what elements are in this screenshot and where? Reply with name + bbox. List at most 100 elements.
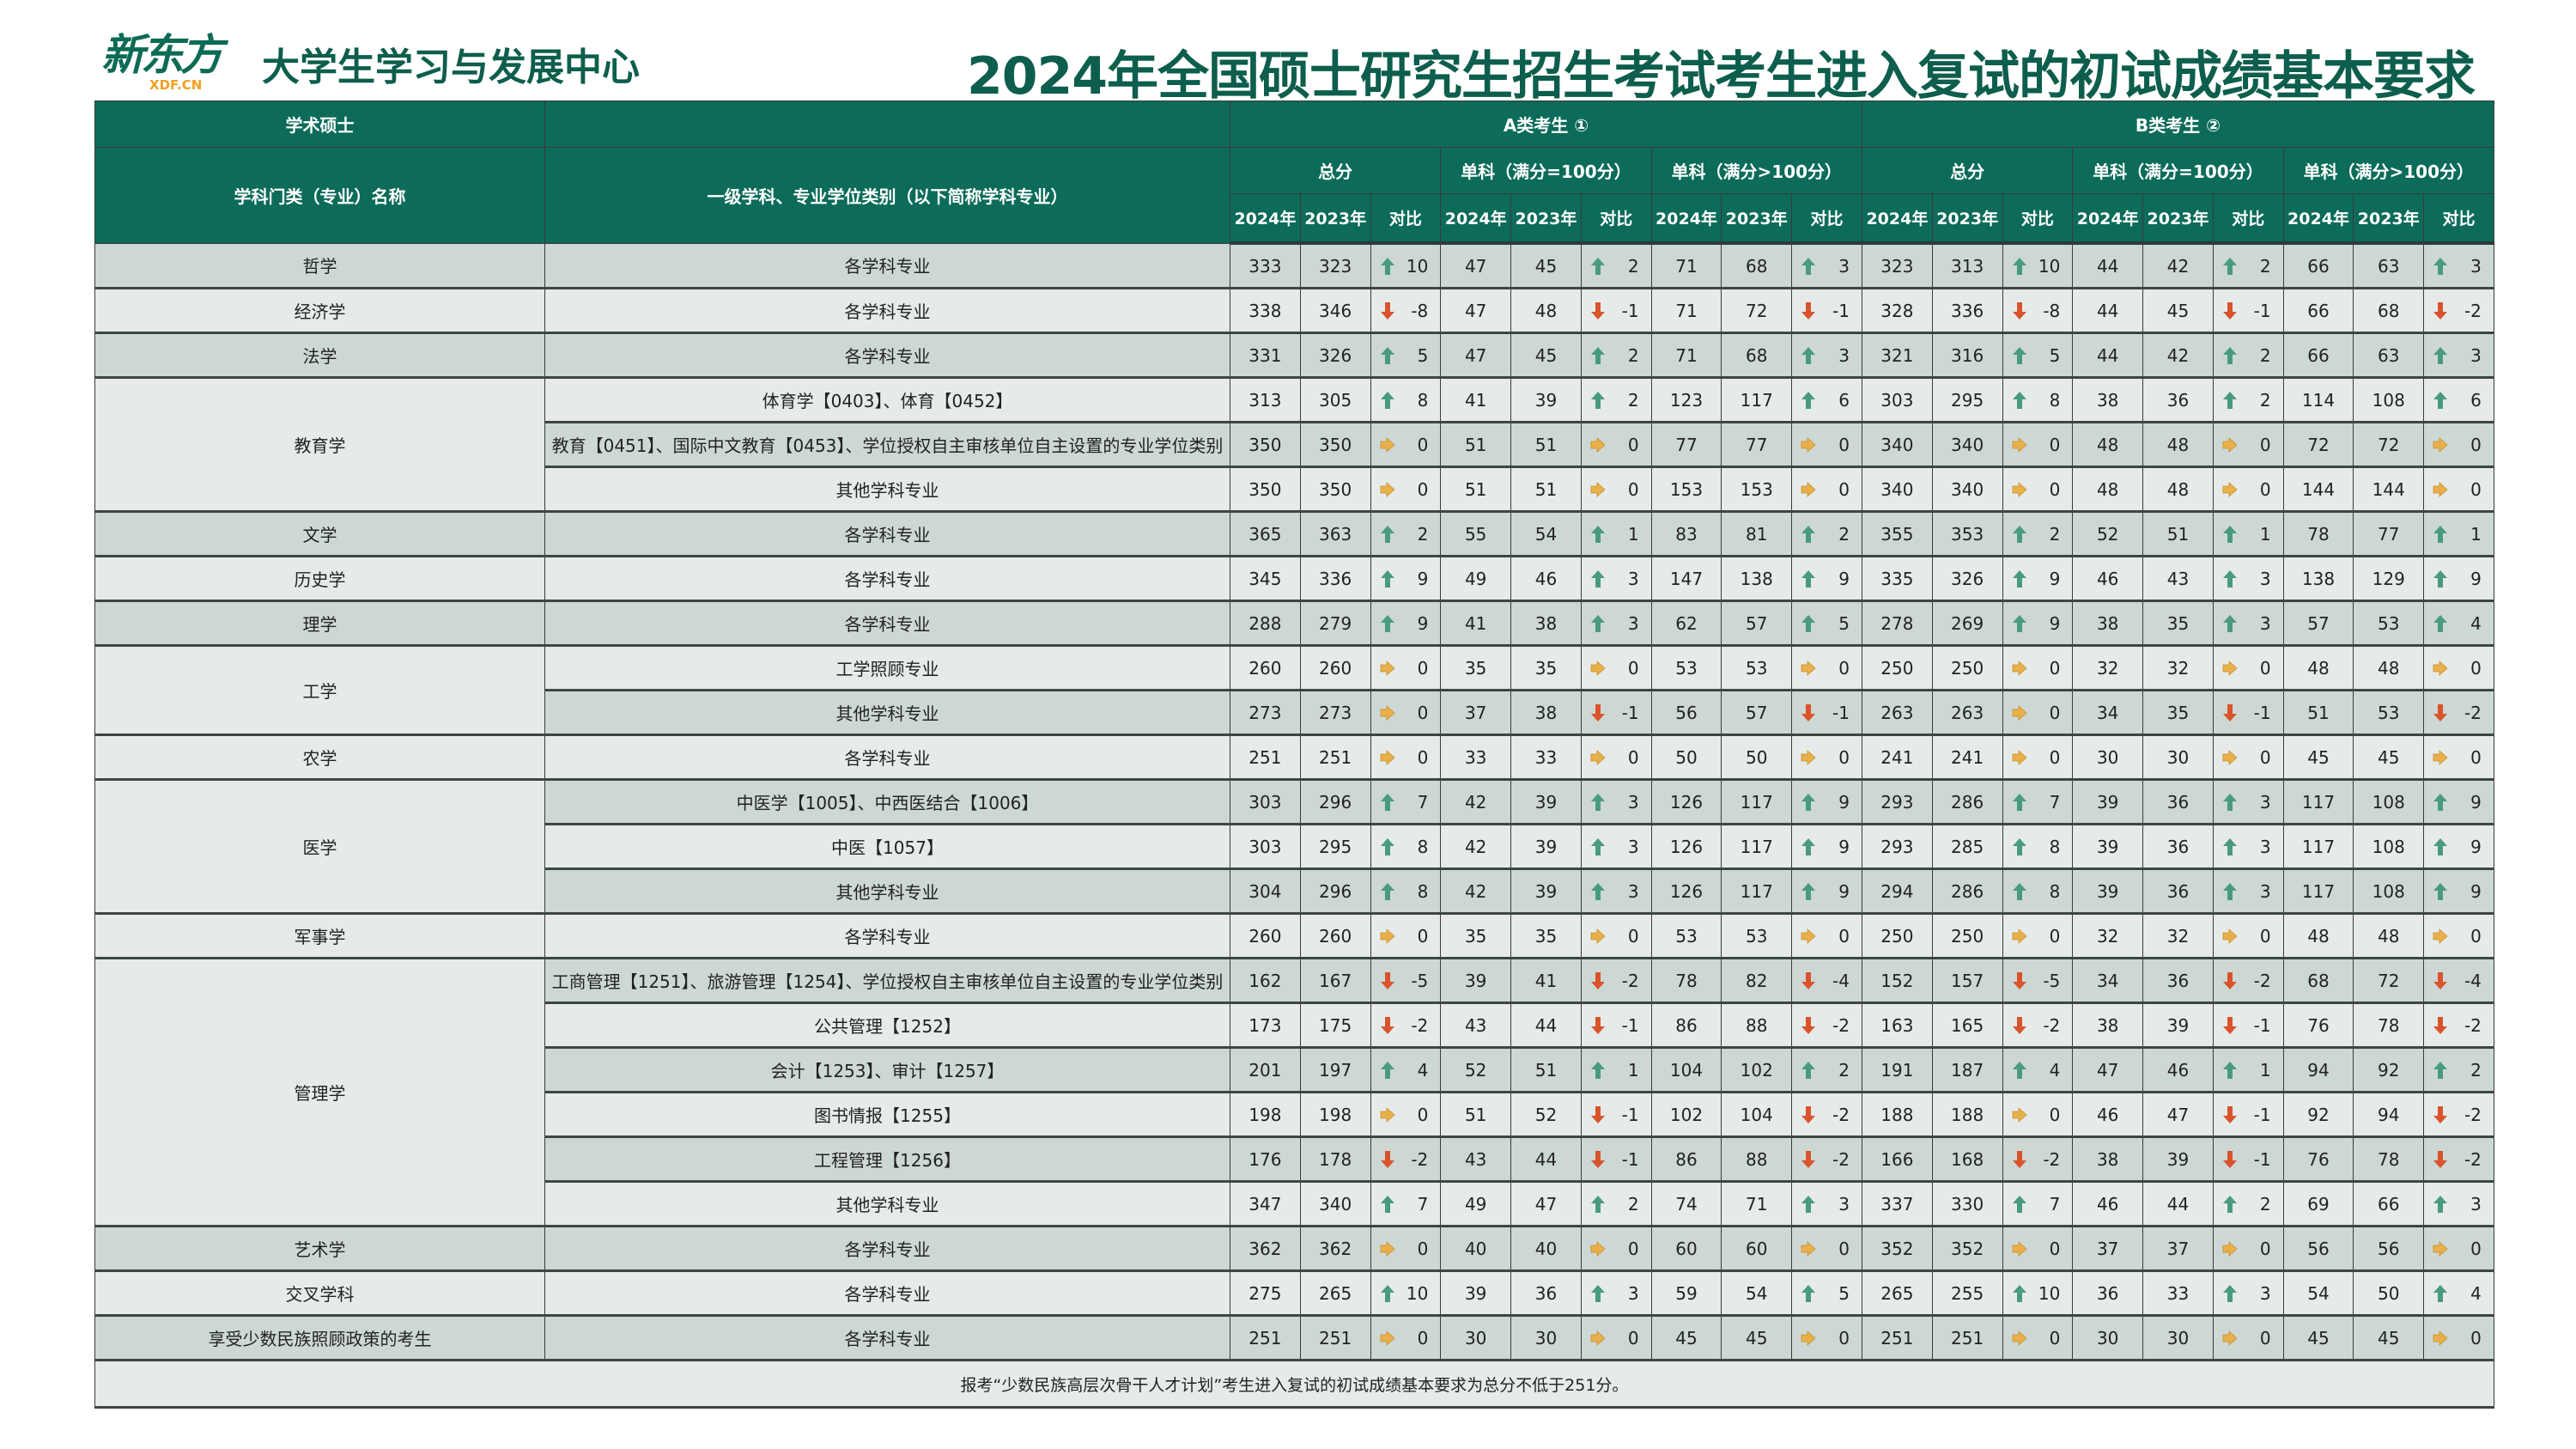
score-2024-cell: 337 bbox=[1862, 1181, 1933, 1227]
score-2024-cell: 104 bbox=[1650, 1047, 1722, 1093]
arrow-up-icon bbox=[1801, 257, 1816, 275]
score-2024-cell: 340 bbox=[1862, 466, 1933, 512]
score-2023-cell: 260 bbox=[1299, 645, 1371, 691]
delta-value: -2 bbox=[2464, 702, 2482, 723]
arrow-up-icon bbox=[1801, 346, 1816, 364]
delta-value: 0 bbox=[1417, 478, 1429, 500]
delta-value: 0 bbox=[2470, 1327, 2482, 1349]
score-2023-cell: 269 bbox=[1931, 600, 2003, 646]
score-2023-cell: 138 bbox=[1721, 556, 1793, 601]
score-2024-cell: 350 bbox=[1230, 466, 1301, 512]
score-2024-cell: 345 bbox=[1230, 556, 1301, 601]
score-2023-cell: 81 bbox=[1721, 511, 1793, 557]
score-2023-cell: 296 bbox=[1299, 779, 1371, 825]
category-cell: 教育学 bbox=[94, 377, 545, 512]
score-2023-cell: 295 bbox=[1931, 377, 2003, 423]
score-2023-cell: 108 bbox=[2353, 779, 2425, 825]
score-2024-cell: 42 bbox=[1440, 779, 1512, 825]
subject-cell: 各学科专业 bbox=[544, 1226, 1230, 1271]
arrow-right-icon bbox=[2433, 1330, 2448, 1346]
score-2023-cell: 77 bbox=[1721, 422, 1793, 467]
delta-cell: -8 bbox=[1370, 288, 1442, 333]
table-row: 公共管理【1252】 173 175 -2 43 44 -1 86 88 -2 163 165 -2 38… bbox=[94, 1002, 2494, 1048]
arrow-down-icon bbox=[1590, 1016, 1605, 1034]
category-cell: 哲学 bbox=[94, 242, 545, 289]
score-2024-cell: 355 bbox=[1862, 511, 1933, 557]
arrow-up-icon bbox=[2012, 793, 2026, 811]
delta-value: 3 bbox=[2259, 568, 2271, 589]
delta-value: 0 bbox=[2259, 746, 2271, 768]
delta-value: 3 bbox=[1627, 880, 1639, 902]
delta-cell: 2 bbox=[2212, 242, 2284, 289]
arrow-up-icon bbox=[1801, 1195, 1816, 1213]
table-row: 法学 各学科专业 331 326 5 47 45 2 71 68 3 321 316 5 44 42 2 66 63… bbox=[94, 332, 2494, 378]
arrow-right-icon bbox=[1801, 436, 1816, 453]
header-compare: 对比 bbox=[1370, 193, 1442, 245]
subject-cell: 各学科专业 bbox=[544, 242, 1230, 289]
score-2023-cell: 265 bbox=[1299, 1270, 1371, 1316]
score-2024-cell: 30 bbox=[2072, 734, 2144, 780]
arrow-up-icon bbox=[1590, 391, 1605, 409]
delta-cell: 0 bbox=[1370, 690, 1442, 735]
delta-cell: 4 bbox=[2002, 1047, 2074, 1093]
delta-cell: 6 bbox=[1791, 377, 1862, 423]
delta-value: 6 bbox=[1838, 389, 1850, 411]
delta-value: 0 bbox=[2259, 1238, 2271, 1259]
delta-cell: 7 bbox=[1370, 779, 1442, 825]
delta-value: 9 bbox=[1417, 612, 1429, 634]
delta-cell: -4 bbox=[1791, 958, 1862, 1003]
delta-value: 10 bbox=[2038, 1282, 2061, 1304]
delta-value: 3 bbox=[2259, 836, 2271, 857]
score-2024-cell: 36 bbox=[2072, 1270, 2144, 1316]
score-2023-cell: 48 bbox=[2353, 913, 2425, 959]
delta-value: 3 bbox=[1627, 791, 1639, 813]
delta-cell: 3 bbox=[1580, 1270, 1652, 1316]
delta-value: 3 bbox=[1627, 568, 1639, 589]
arrow-up-icon bbox=[2433, 837, 2448, 855]
delta-value: -1 bbox=[1621, 1104, 1639, 1125]
subject-cell: 工学照顾专业 bbox=[544, 645, 1230, 691]
subject-cell: 各学科专业 bbox=[544, 556, 1230, 601]
delta-cell: 3 bbox=[2212, 1270, 2284, 1316]
score-2023-cell: 48 bbox=[2142, 422, 2214, 467]
delta-value: 2 bbox=[1627, 344, 1639, 366]
delta-value: 0 bbox=[2049, 478, 2061, 500]
delta-cell: -5 bbox=[1370, 958, 1442, 1003]
delta-cell: 0 bbox=[1370, 1226, 1442, 1271]
arrow-right-icon bbox=[1380, 1330, 1395, 1346]
subject-cell: 各学科专业 bbox=[544, 1315, 1230, 1361]
score-2023-cell: 39 bbox=[2142, 1136, 2214, 1182]
header-subgroup: 总分 bbox=[1229, 147, 1442, 194]
score-2023-cell: 286 bbox=[1931, 779, 2003, 825]
category-cell: 军事学 bbox=[94, 913, 545, 959]
score-2023-cell: 108 bbox=[2353, 868, 2425, 914]
score-2023-cell: 39 bbox=[1510, 377, 1582, 423]
table-row: 教育【0451】、国际中文教育【0453】、学位授权自主审核单位自主设置的专业学… bbox=[94, 422, 2494, 467]
header-2023: 2023年 bbox=[1299, 193, 1371, 245]
score-2023-cell: 188 bbox=[1931, 1092, 2003, 1137]
arrow-right-icon bbox=[1801, 660, 1816, 676]
table-row: 交叉学科 各学科专业 275 265 10 39 36 3 59 54 5 265 255 10 36 33 3… bbox=[94, 1270, 2494, 1316]
delta-value: 1 bbox=[2259, 1059, 2271, 1081]
score-2024-cell: 30 bbox=[1440, 1315, 1512, 1361]
delta-cell: 0 bbox=[1580, 1226, 1652, 1271]
delta-value: 0 bbox=[2049, 925, 2061, 947]
arrow-right-icon bbox=[2012, 704, 2027, 721]
delta-cell: -2 bbox=[1580, 958, 1652, 1003]
arrow-up-icon bbox=[2222, 391, 2237, 409]
delta-value: 0 bbox=[1627, 925, 1639, 947]
score-2023-cell: 250 bbox=[1931, 645, 2003, 691]
subject-cell: 各学科专业 bbox=[544, 288, 1230, 333]
delta-cell: 9 bbox=[2423, 868, 2494, 914]
score-2023-cell: 279 bbox=[1299, 600, 1371, 646]
arrow-right-icon bbox=[1590, 1240, 1606, 1257]
delta-value: 0 bbox=[2049, 1327, 2061, 1349]
subject-cell: 教育【0451】、国际中文教育【0453】、学位授权自主审核单位自主设置的专业学… bbox=[544, 422, 1230, 467]
arrow-up-icon bbox=[2012, 882, 2026, 900]
arrow-up-icon bbox=[1801, 525, 1816, 543]
delta-cell: 0 bbox=[2423, 645, 2494, 691]
score-2023-cell: 47 bbox=[2142, 1092, 2214, 1137]
delta-value: 9 bbox=[1838, 791, 1850, 813]
header-2024: 2024年 bbox=[2072, 193, 2144, 245]
table-row: 中医【1057】 303 295 8 42 39 3 126 117 9 293 285 8 39 36 3 1… bbox=[94, 824, 2494, 869]
